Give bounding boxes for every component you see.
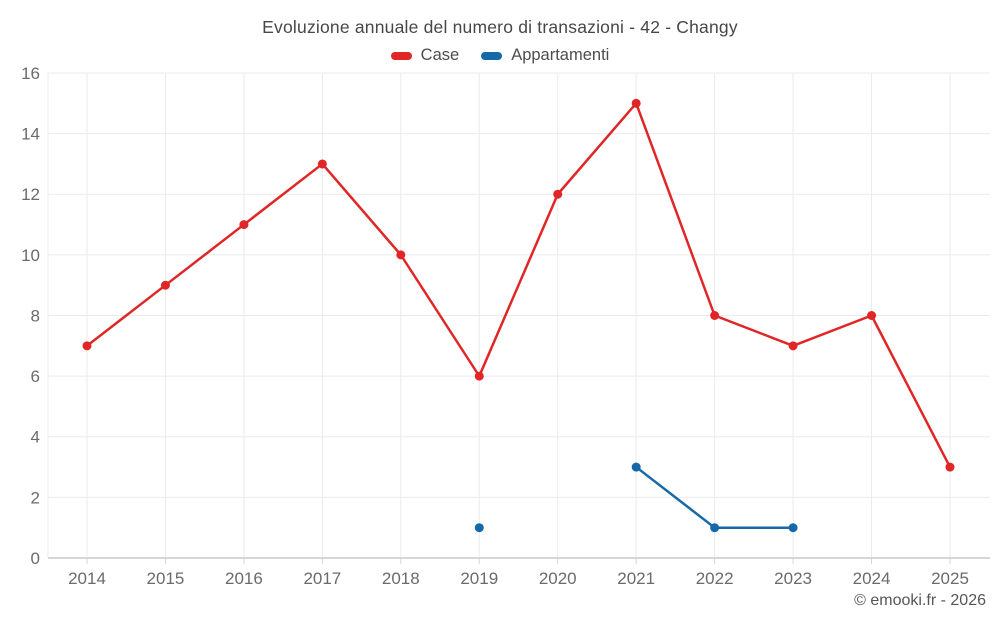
y-tick-label: 14	[21, 125, 40, 144]
x-tick-label: 2016	[225, 569, 263, 588]
copyright-attribution: © emooki.fr - 2026	[854, 592, 986, 609]
data-point-case-2022[interactable]	[710, 311, 720, 320]
x-tick-label: 2023	[774, 569, 812, 588]
data-point-case-2017[interactable]	[317, 159, 327, 169]
legend-label-appartamenti: Appartamenti	[511, 46, 610, 64]
y-tick-label: 2	[31, 488, 40, 507]
data-point-case-2020[interactable]	[553, 189, 563, 199]
x-tick-label: 2020	[539, 569, 577, 588]
y-tick-label: 0	[31, 549, 40, 568]
y-tick-label: 6	[31, 367, 40, 386]
legend-swatch-appartamenti	[481, 51, 503, 60]
data-point-case-2021[interactable]	[631, 98, 641, 108]
x-tick-label: 2022	[696, 569, 734, 588]
x-tick-label: 2019	[460, 569, 498, 588]
y-tick-label: 4	[31, 428, 40, 447]
data-point-case-2024[interactable]	[867, 311, 877, 320]
legend-item-case[interactable]: Case	[390, 46, 460, 65]
legend-swatch-case	[390, 51, 412, 60]
y-tick-label: 10	[21, 246, 40, 265]
data-point-appartamenti-2021[interactable]	[631, 462, 641, 472]
data-point-appartamenti-2023[interactable]	[788, 523, 798, 533]
line-series-case	[85, 102, 952, 469]
x-tick-label: 2018	[382, 569, 420, 588]
data-point-appartamenti-2019[interactable]	[474, 523, 484, 533]
legend: Case Appartamenti	[0, 46, 1000, 65]
data-point-case-2015[interactable]	[160, 280, 170, 290]
y-tick-label: 8	[31, 306, 40, 325]
data-point-case-2025[interactable]	[945, 462, 955, 472]
y-tick-label: 12	[21, 185, 40, 204]
data-point-case-2018[interactable]	[396, 250, 406, 260]
x-tick-label: 2017	[303, 569, 341, 588]
data-point-case-2016[interactable]	[239, 220, 249, 230]
data-point-case-2014[interactable]	[82, 341, 92, 351]
y-tick-label: 16	[21, 64, 40, 83]
x-tick-label: 2024	[853, 569, 891, 588]
x-tick-label: 2015	[147, 569, 185, 588]
legend-label-case: Case	[420, 46, 460, 64]
x-tick-label: 2014	[68, 569, 106, 588]
chart-title: Evoluzione annuale del numero di transaz…	[262, 17, 738, 37]
legend-item-appartamenti[interactable]: Appartamenti	[481, 46, 609, 65]
data-point-appartamenti-2022[interactable]	[710, 523, 720, 533]
x-tick-label: 2025	[931, 569, 969, 588]
data-point-case-2019[interactable]	[474, 371, 484, 381]
data-point-case-2023[interactable]	[788, 341, 798, 351]
x-tick-label: 2021	[617, 569, 655, 588]
